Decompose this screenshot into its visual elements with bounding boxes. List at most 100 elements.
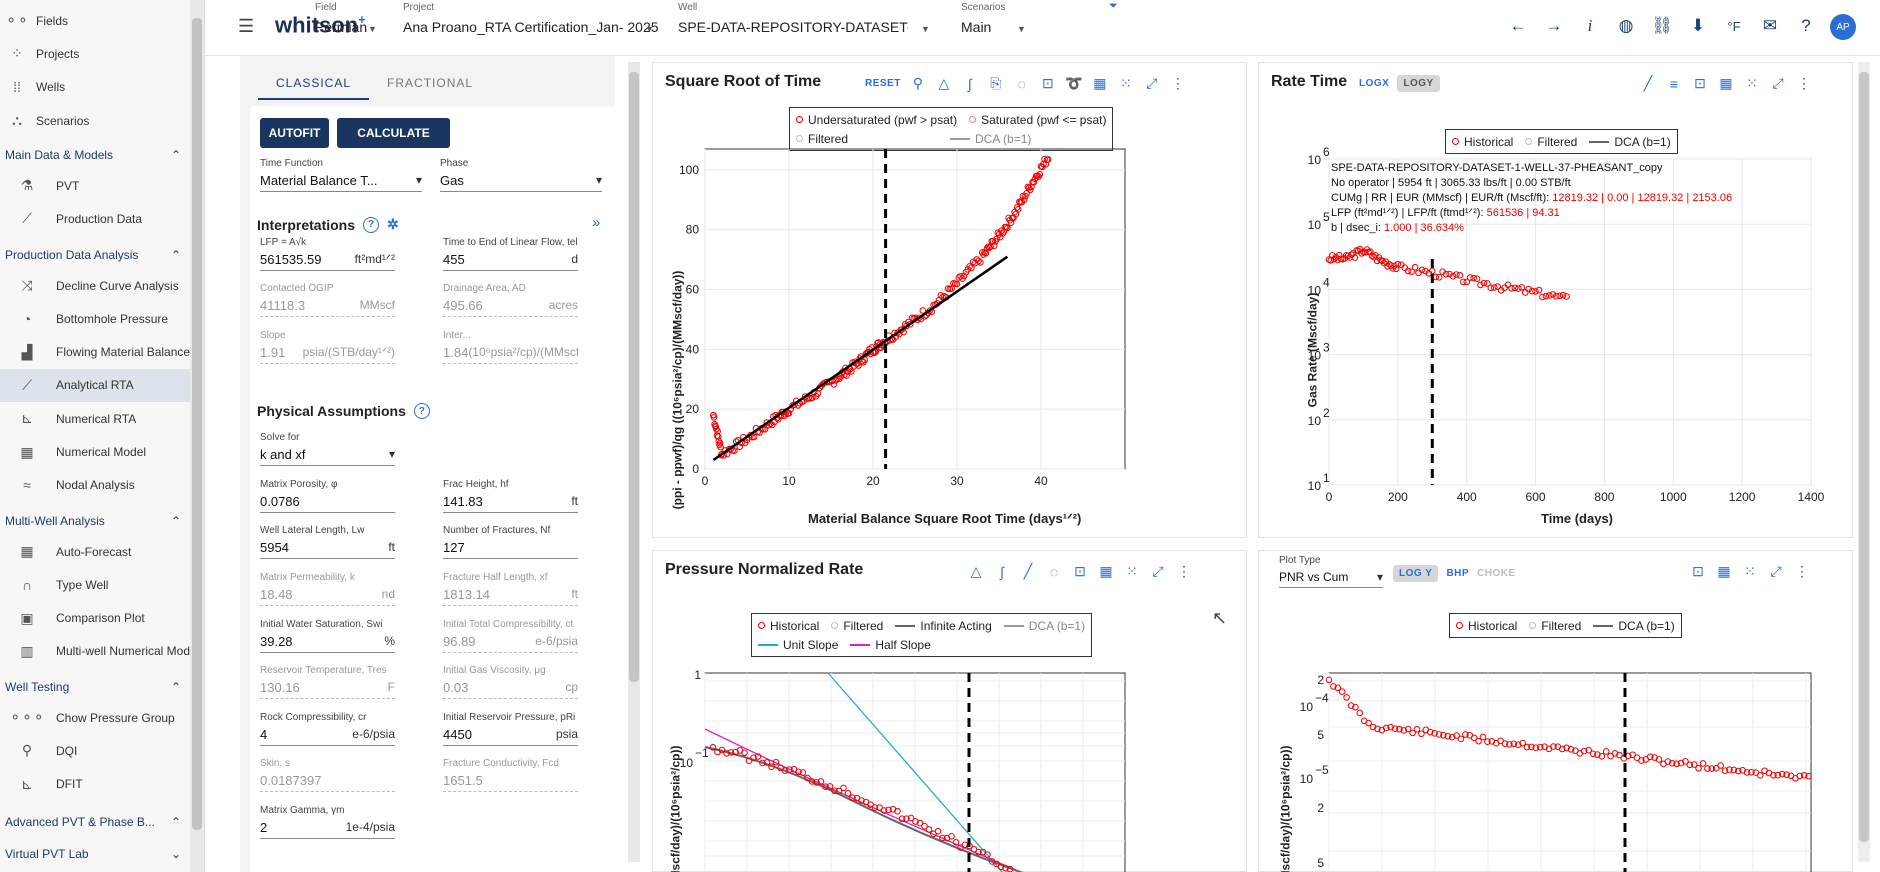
notes-icon[interactable]: ≡ — [1669, 75, 1679, 92]
sidebar-item[interactable]: ⚬⚬⚬ Chow Pressure Group — [0, 701, 203, 734]
sidebar-section[interactable]: Main Data & Models ⌃ — [0, 141, 203, 169]
logx-toggle[interactable]: LOGX — [1359, 78, 1390, 89]
input-field[interactable]: Time to End of Linear Flow, telf 455 d — [443, 237, 578, 271]
integral-icon[interactable]: ∫ — [967, 75, 972, 92]
input-field[interactable]: Matrix Gamma, γm 2 1e-4/psia — [260, 805, 395, 839]
sqrt-time-chart[interactable]: 0 10 20 30 40 0 20 40 60 80 100 — [653, 63, 1248, 539]
app-logo[interactable]: whitson+ — [275, 12, 366, 38]
chevron-down-icon[interactable]: ▼ — [368, 24, 377, 34]
fullscreen-icon[interactable]: ⤢ — [1770, 563, 1782, 579]
input-field[interactable]: Rock Compressibility, cr 4 e-6/psia — [260, 712, 395, 746]
sidebar-item[interactable]: ▥ Multi-well Numerical Mod... — [0, 635, 203, 668]
sidebar-item[interactable]: ⚲ DQI — [0, 734, 203, 767]
line-icon[interactable]: ╱ — [1643, 75, 1653, 91]
scenarios-select[interactable]: Scenarios Main — [961, 2, 1006, 35]
input-field[interactable]: Well Lateral Length, Lw 5954 ft — [260, 525, 395, 559]
field-select[interactable]: Field Permian — [315, 2, 368, 35]
lasso-icon[interactable]: ➰ — [1065, 75, 1083, 91]
units-icon[interactable]: °F — [1727, 18, 1741, 34]
sidebar-item[interactable]: ⚗ PVT — [0, 169, 203, 202]
menu-icon[interactable]: ☰ — [238, 16, 255, 36]
add-file-icon[interactable]: ⎘ — [990, 75, 1002, 91]
time-function-select[interactable]: Time Function Material Balance T... ▾ — [260, 158, 422, 192]
project-select[interactable]: Project Ana Proano_RTA Certification_Jan-… — [403, 2, 659, 35]
lasso-select-icon[interactable]: ◌ — [1017, 75, 1026, 92]
input-field[interactable]: Solve for k and xf ▾ — [260, 432, 395, 466]
arrow-left-icon[interactable]: ← — [1509, 16, 1527, 35]
avatar[interactable]: AP — [1830, 14, 1856, 40]
reset-button[interactable]: RESET — [865, 78, 901, 89]
bhp-toggle[interactable]: BHP — [1446, 568, 1470, 579]
more-icon[interactable]: ⋮ — [1177, 563, 1191, 579]
fullscreen-icon[interactable]: ⤢ — [1146, 75, 1158, 91]
sidebar-scrollbar[interactable] — [190, 0, 204, 872]
download-icon[interactable]: ⬇ — [1690, 16, 1706, 35]
help-icon[interactable]: ? — [413, 403, 430, 419]
scatter-icon[interactable]: ⁙ — [1746, 75, 1758, 91]
feedback-icon[interactable]: ✉ — [1762, 16, 1778, 35]
help-icon[interactable]: ? — [1801, 16, 1811, 35]
scatter-icon[interactable]: ⁙ — [1126, 563, 1138, 579]
triangle-icon[interactable]: △ — [970, 563, 982, 579]
filter-icon[interactable]: ⏷ — [1109, 0, 1118, 12]
sidebar-item[interactable]: ∩ Type Well — [0, 568, 203, 601]
sidebar-item[interactable]: ▦ Numerical Model — [0, 436, 203, 469]
sidebar-section[interactable]: Well Testing ⌃ — [0, 673, 203, 701]
chevron-down-icon[interactable]: ▼ — [1017, 24, 1026, 34]
sidebar-item[interactable]: ⟋ Production Data — [0, 202, 203, 235]
link-icon[interactable]: ⛓ — [1651, 16, 1673, 35]
table-icon[interactable]: ▦ — [1719, 75, 1733, 91]
unlock-icon[interactable]: ⊡ — [1041, 75, 1054, 91]
sidebar-item[interactable]: ≈ Nodal Analysis — [0, 469, 203, 502]
scatter-icon[interactable]: ⁙ — [1744, 563, 1756, 579]
sidebar-item[interactable]: ⊾ DFIT — [0, 768, 203, 801]
rate-time-chart[interactable]: 0 200 400 600 800 1000 1200 1400101102103104105… — [1259, 63, 1854, 539]
help-icon[interactable]: ? — [363, 216, 380, 233]
panel-scrollbar[interactable] — [628, 62, 640, 862]
input-field[interactable]: Initial Water Saturation, Swi 39.28% — [260, 619, 395, 653]
sidebar-item[interactable]: ◔ Bottomhole Pressure — [0, 302, 203, 335]
logy-toggle[interactable]: LOGY — [1397, 75, 1440, 92]
more-icon[interactable]: ⋮ — [1170, 75, 1185, 91]
sidebar-item[interactable]: ▣ Comparison Plot — [0, 602, 203, 635]
scatter-icon[interactable]: ⁙ — [1119, 75, 1132, 91]
choke-toggle[interactable]: CHOKE — [1477, 568, 1516, 579]
expand-icon[interactable]: » — [592, 214, 601, 231]
sidebar-item[interactable]: ▦ Auto-Forecast — [0, 535, 203, 568]
plot-type-select[interactable]: Plot Type PNR vs Cum ▾ — [1279, 555, 1383, 588]
page-scrollbar[interactable] — [1858, 62, 1870, 862]
sidebar-item-fields[interactable]: ⚬⚬ Fields — [0, 4, 203, 37]
sidebar-item[interactable]: ▟ Flowing Material Balance — [0, 336, 203, 369]
person-pin-icon[interactable]: ⚲ — [912, 75, 923, 91]
table-icon[interactable]: ▦ — [1717, 563, 1731, 579]
arrow-right-icon[interactable]: → — [1545, 16, 1563, 35]
pnr-chart[interactable]: 1 10−1 — [653, 551, 1248, 872]
triangle-icon[interactable]: △ — [938, 75, 950, 91]
integral-icon[interactable]: ∫ — [1000, 563, 1004, 580]
sidebar-section[interactable]: Production Data Analysis ⌃ — [0, 241, 203, 269]
input-field[interactable]: Initial Reservoir Pressure, pRi 4450 psia — [443, 712, 578, 746]
sidebar-item[interactable]: ⊾ Numerical RTA — [0, 402, 203, 435]
table-icon[interactable]: ▦ — [1093, 75, 1107, 91]
sidebar-item[interactable]: ⟋ Analytical RTA — [0, 368, 203, 402]
unlock-icon[interactable]: ⊡ — [1692, 563, 1704, 579]
sidebar-section[interactable]: Multi-Well Analysis ⌃ — [0, 507, 203, 535]
info-icon[interactable]: i — [1587, 16, 1593, 35]
fullscreen-icon[interactable]: ⤢ — [1772, 75, 1784, 91]
input-field[interactable]: Matrix Porosity, φ 0.0786 — [260, 479, 395, 513]
sidebar-item-scenarios[interactable]: ⛬ Scenarios — [0, 104, 203, 137]
calculate-button[interactable]: CALCULATE — [337, 118, 450, 148]
table-icon[interactable]: ▦ — [1099, 563, 1113, 579]
unlock-icon[interactable]: ⊡ — [1694, 75, 1706, 91]
sidebar-item-projects[interactable]: ⁘ Projects — [0, 37, 203, 70]
input-field[interactable]: LFP = A√k 561535.59 ft²md¹ᐟ² — [260, 237, 395, 271]
more-icon[interactable]: ⋮ — [1795, 563, 1809, 579]
sidebar-item[interactable]: ⤨ Decline Curve Analysis — [0, 269, 203, 302]
chevron-down-icon[interactable]: ▼ — [921, 24, 930, 34]
more-icon[interactable]: ⋮ — [1797, 75, 1811, 91]
sidebar-section[interactable]: Virtual PVT Lab ⌄ — [0, 840, 203, 868]
input-field[interactable]: Frac Height, hf 141.83 ft — [443, 479, 578, 513]
unlock-icon[interactable]: ⊡ — [1074, 563, 1086, 579]
tab-fractional[interactable]: FRACTIONAL — [387, 76, 474, 90]
